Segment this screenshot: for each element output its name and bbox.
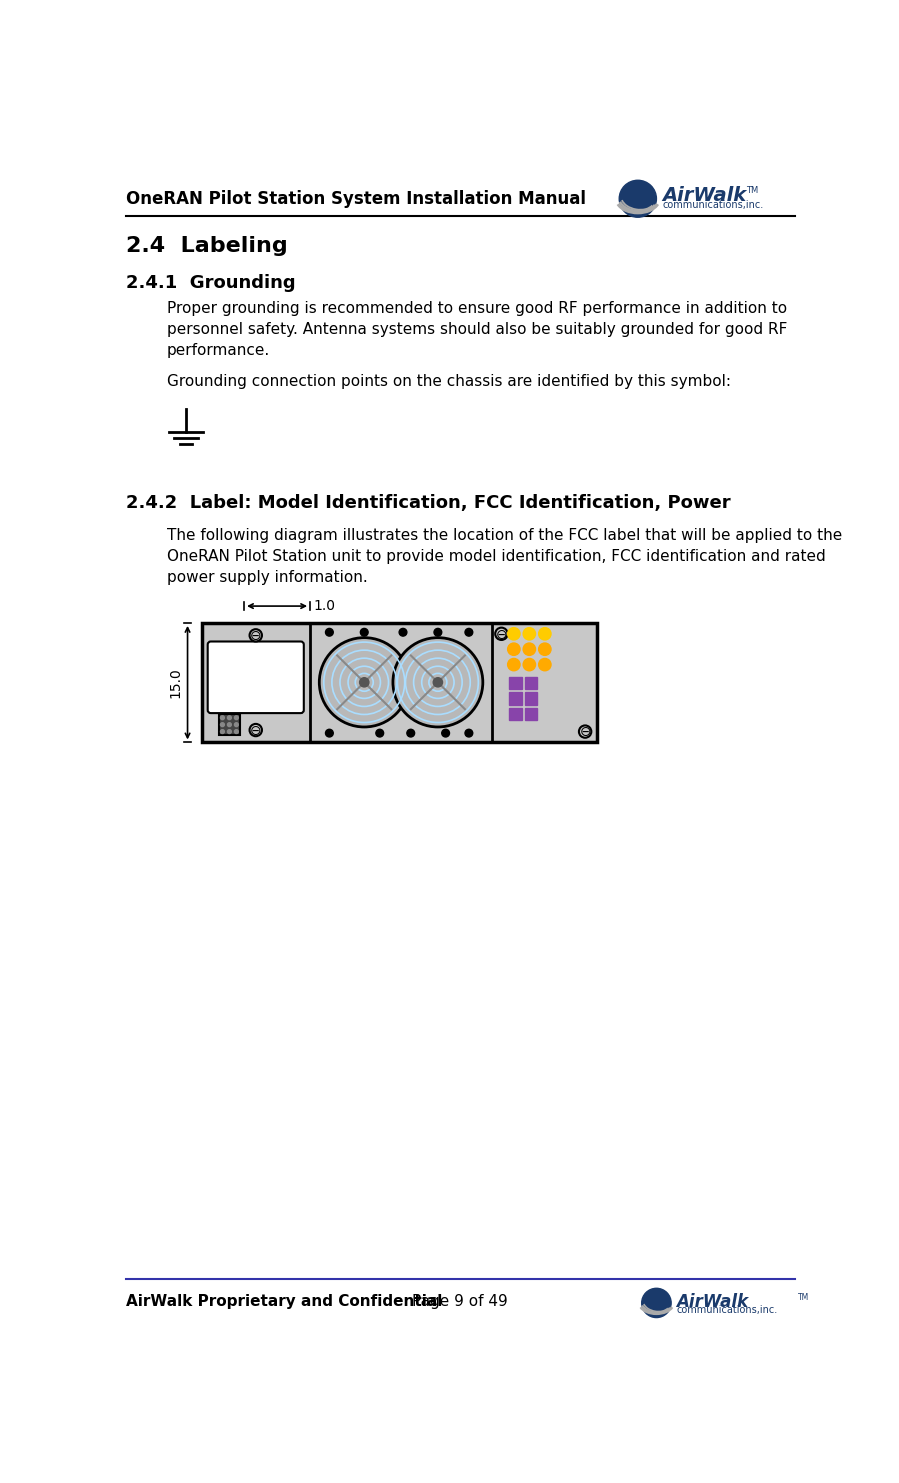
Circle shape (235, 716, 238, 719)
Circle shape (508, 658, 520, 670)
Bar (509, 693, 521, 704)
Circle shape (523, 658, 536, 670)
Circle shape (227, 722, 231, 727)
Circle shape (360, 629, 368, 636)
Bar (509, 676, 521, 690)
Text: TM: TM (745, 185, 758, 194)
Text: AirWalk: AirWalk (677, 1293, 749, 1311)
Circle shape (235, 722, 238, 727)
Text: Proper grounding is recommended to ensure good RF performance in addition to
per: Proper grounding is recommended to ensur… (166, 301, 787, 359)
Circle shape (235, 730, 238, 734)
Circle shape (523, 627, 536, 641)
Circle shape (407, 730, 414, 737)
Circle shape (319, 638, 409, 727)
Text: communications,inc.: communications,inc. (663, 200, 764, 209)
Text: ⊖: ⊖ (250, 724, 262, 739)
Text: OneRAN Pilot Station System Installation Manual: OneRAN Pilot Station System Installation… (127, 190, 586, 208)
Circle shape (539, 627, 551, 641)
Text: AirWalk: AirWalk (663, 185, 747, 205)
Circle shape (508, 644, 520, 655)
Circle shape (523, 644, 536, 655)
Ellipse shape (642, 1289, 672, 1317)
Text: ⊖: ⊖ (495, 627, 507, 642)
Text: The following diagram illustrates the location of the FCC label that will be app: The following diagram illustrates the lo… (166, 528, 841, 586)
Circle shape (220, 716, 225, 719)
Bar (525, 693, 537, 704)
Ellipse shape (619, 181, 656, 217)
Text: ⊖: ⊖ (250, 629, 262, 644)
FancyBboxPatch shape (208, 642, 304, 713)
Circle shape (220, 722, 225, 727)
Text: 2.4.2  Label: Model Identification, FCC Identification, Power: 2.4.2 Label: Model Identification, FCC I… (127, 494, 731, 512)
Circle shape (250, 724, 262, 736)
Circle shape (393, 638, 483, 727)
Text: AirWalk Proprietary and Confidential: AirWalk Proprietary and Confidential (127, 1295, 442, 1309)
Text: Grounding connection points on the chassis are identified by this symbol:: Grounding connection points on the chass… (166, 374, 731, 390)
Bar (218, 713, 240, 736)
Circle shape (376, 730, 384, 737)
Circle shape (220, 730, 225, 734)
Bar (509, 707, 521, 721)
Circle shape (227, 730, 231, 734)
Text: ⊖: ⊖ (579, 725, 591, 740)
Bar (201, 623, 597, 743)
Bar (525, 676, 537, 690)
Text: 1.0: 1.0 (313, 599, 335, 612)
Text: 2.4.1  Grounding: 2.4.1 Grounding (127, 274, 296, 292)
Circle shape (539, 644, 551, 655)
Circle shape (433, 678, 442, 687)
Circle shape (465, 629, 473, 636)
Circle shape (539, 658, 551, 670)
Circle shape (495, 627, 508, 641)
Circle shape (250, 629, 262, 642)
Bar (525, 707, 537, 721)
Circle shape (325, 730, 334, 737)
Text: Page 9 of 49: Page 9 of 49 (413, 1295, 508, 1309)
Circle shape (465, 730, 473, 737)
Circle shape (579, 725, 592, 737)
Circle shape (227, 716, 231, 719)
Circle shape (360, 678, 369, 687)
Text: 2.4  Labeling: 2.4 Labeling (127, 236, 288, 255)
Text: TM: TM (798, 1293, 809, 1302)
Circle shape (441, 730, 450, 737)
Circle shape (434, 629, 441, 636)
Circle shape (325, 629, 334, 636)
Text: communications,inc.: communications,inc. (677, 1305, 778, 1315)
Circle shape (399, 629, 407, 636)
Text: 15.0: 15.0 (169, 667, 182, 698)
Circle shape (508, 627, 520, 641)
